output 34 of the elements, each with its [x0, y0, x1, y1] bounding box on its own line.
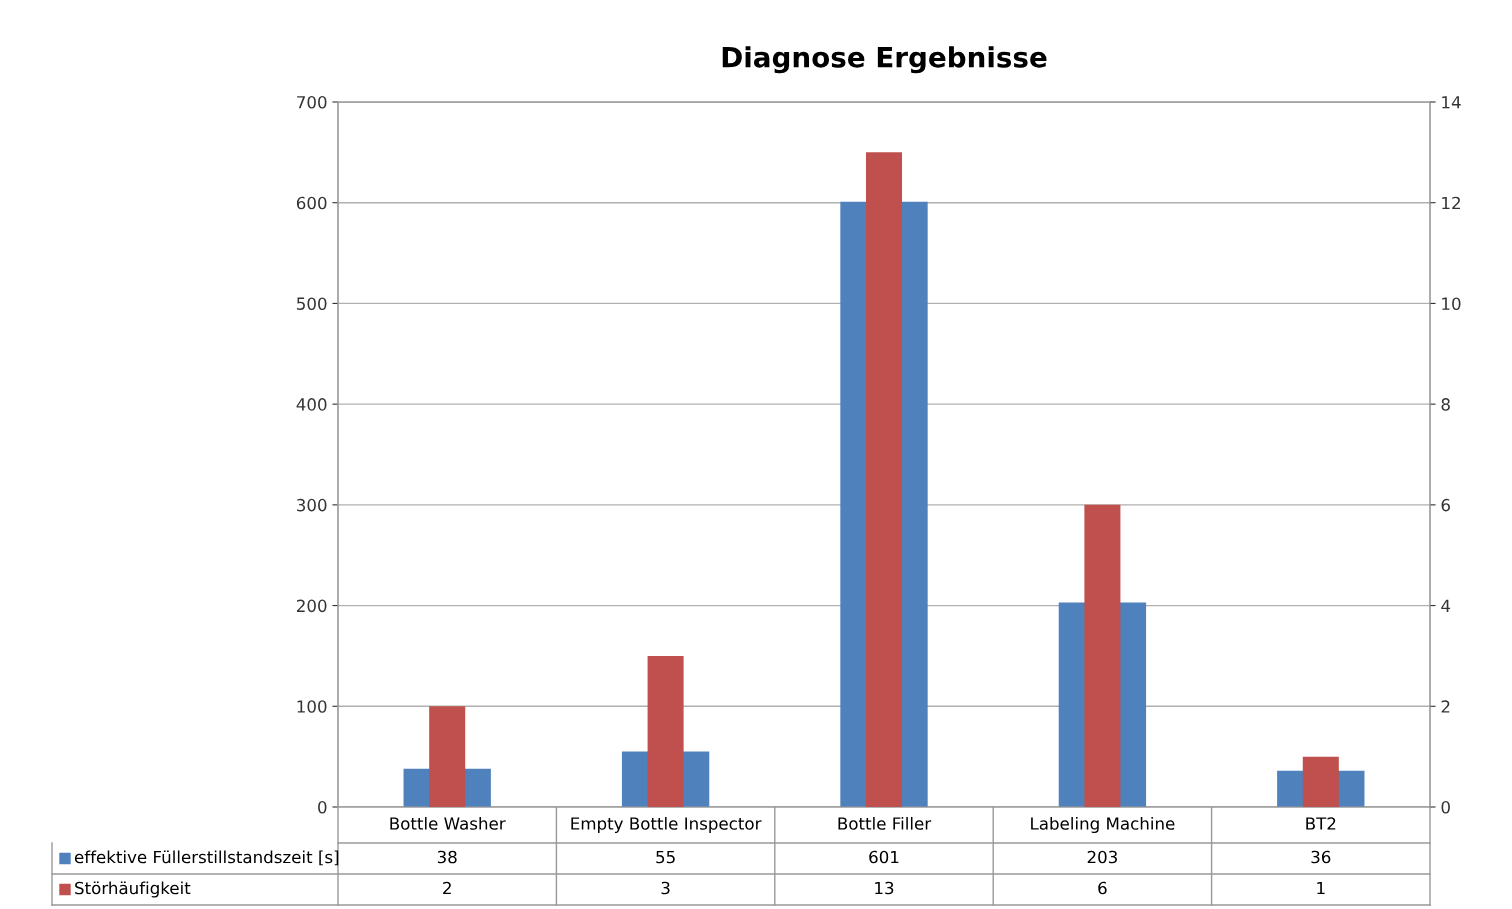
data-label: 13	[875, 881, 894, 895]
y2-tick-label: 10	[1442, 297, 1461, 310]
y-tick-label: 300	[297, 498, 327, 512]
x-tick-label: Bottle Washer	[390, 816, 506, 830]
y-tick-label: 100	[297, 700, 327, 713]
x-tick-label: BT2	[1306, 817, 1336, 830]
y-tick-label: 500	[297, 297, 327, 310]
y-tick-label: 0	[318, 800, 327, 814]
y-tick-label: 400	[296, 398, 327, 411]
data-label: 6	[1098, 881, 1107, 895]
y2-tick-label: 14	[1442, 96, 1461, 109]
data-label: 3	[661, 881, 670, 895]
data-label: 36	[1311, 850, 1331, 864]
x-tick-label: Empty Bottle Inspector	[571, 816, 762, 834]
y2-tick-label: 4	[1441, 599, 1451, 612]
y2-tick-label: 12	[1442, 196, 1460, 210]
legend-label: effektive Füllerstillstandszeit [s]	[74, 850, 339, 866]
data-label: 38	[437, 850, 457, 864]
legend-label: Störhäufigkeit	[75, 881, 191, 898]
data-label: 1	[1317, 881, 1325, 895]
data-label: 203	[1087, 850, 1117, 864]
y-tick-label: 700	[297, 95, 327, 109]
y-tick-label: 600	[296, 196, 327, 210]
y2-tick-label: 0	[1441, 800, 1450, 814]
data-label: 601	[869, 850, 899, 864]
data-label: 55	[656, 850, 675, 864]
y-tick-label: 200	[296, 599, 327, 613]
x-tick-label: Bottle Filler	[838, 816, 932, 830]
chart-title: Diagnose Ergebnisse	[722, 46, 1047, 74]
y2-tick-label: 8	[1441, 398, 1450, 411]
x-tick-label: Labeling Machine	[1031, 816, 1175, 834]
y2-tick-label: 2	[1441, 700, 1450, 713]
y2-tick-label: 6	[1441, 498, 1450, 512]
data-label: 2	[443, 881, 451, 895]
